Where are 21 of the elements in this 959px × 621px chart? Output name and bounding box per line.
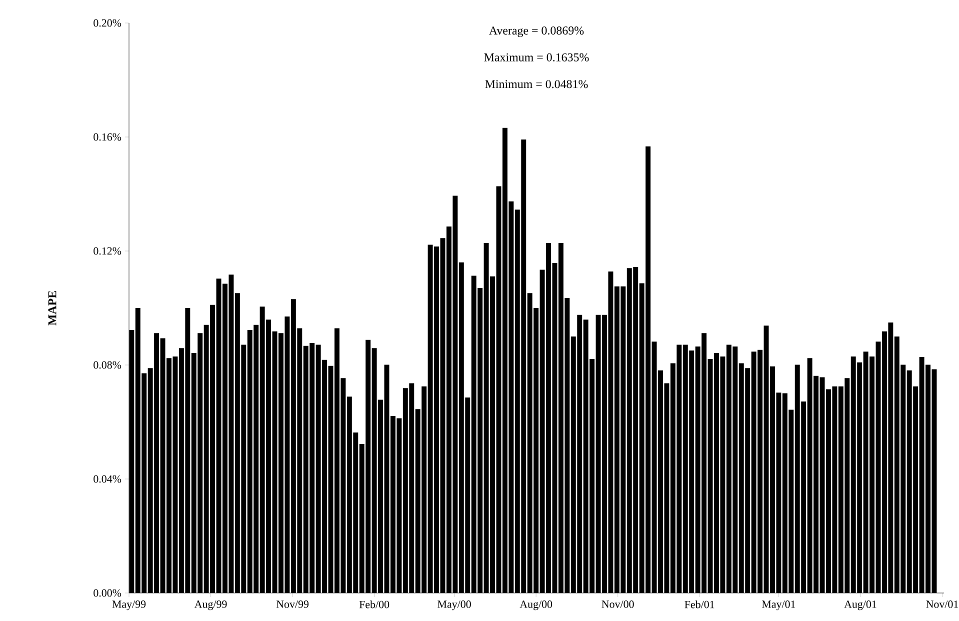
x-tick-label: Nov/00 — [602, 600, 634, 608]
y-tick-label: 0.04% — [94, 475, 122, 483]
annotation: Average = 0.0869% — [489, 26, 584, 38]
y-axis-title: MAPE — [48, 291, 56, 326]
x-tick-label: May/00 — [438, 600, 471, 610]
x-tick-label: May/99 — [112, 600, 146, 610]
annotation: Minimum = 0.0481% — [485, 80, 588, 88]
y-tick-label: 0.00% — [94, 589, 122, 597]
x-tick-label: Feb/01 — [684, 600, 714, 608]
y-tick-label: 0.16% — [94, 133, 122, 141]
x-tick-label: Feb/00 — [359, 600, 390, 608]
x-tick-label: May/01 — [762, 600, 796, 610]
x-tick-label: Aug/01 — [844, 600, 876, 610]
x-tick-label: Aug/00 — [520, 600, 552, 610]
y-tick-label: 0.12% — [94, 247, 122, 255]
y-tick-label: 0.20% — [94, 19, 122, 27]
y-tick-label: 0.08% — [94, 361, 122, 369]
x-tick-label: Nov/01 — [926, 600, 958, 608]
x-tick-label: Aug/99 — [194, 600, 227, 610]
x-tick-label: Nov/99 — [276, 600, 309, 608]
annotation: Maximum = 0.1635% — [484, 53, 589, 62]
